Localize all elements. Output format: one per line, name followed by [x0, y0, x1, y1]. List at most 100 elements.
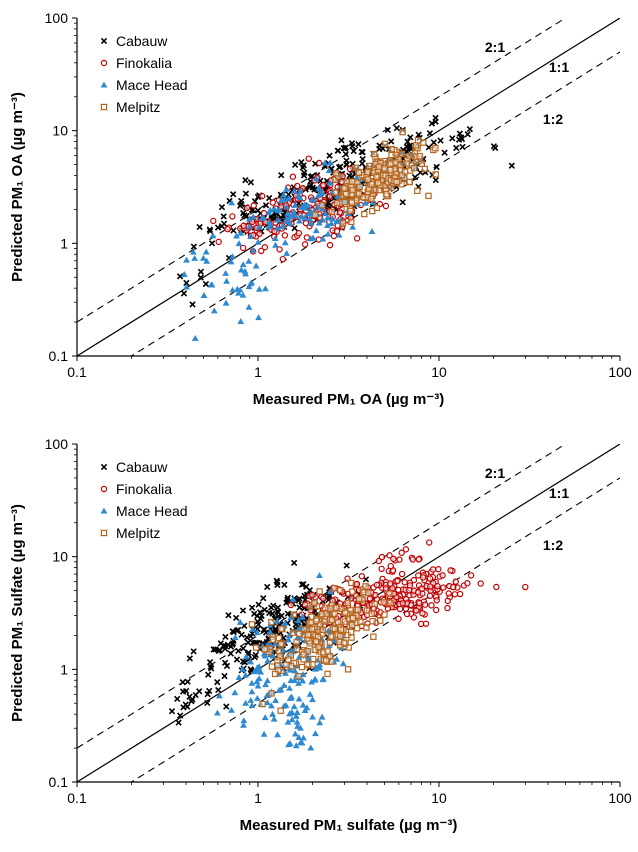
- data-point: [285, 194, 293, 201]
- data-point: [324, 670, 331, 678]
- data-point: [378, 553, 386, 561]
- data-point: [233, 285, 241, 292]
- data-point: [261, 244, 269, 251]
- data-point: [278, 172, 285, 179]
- data-point: [215, 686, 222, 694]
- data-point: [249, 213, 257, 220]
- data-point: [220, 642, 228, 650]
- data-point: [210, 217, 217, 225]
- data-point: [239, 665, 246, 672]
- data-point: [324, 648, 331, 655]
- data-point: [331, 625, 338, 633]
- data-point: [403, 160, 410, 167]
- data-point: [326, 639, 334, 647]
- data-point: [250, 202, 257, 209]
- data-point: [295, 673, 302, 680]
- data-point: [247, 633, 254, 640]
- data-point: [339, 660, 347, 667]
- data-point: [273, 577, 280, 584]
- data-point: [177, 712, 184, 719]
- data-point: [183, 283, 190, 290]
- data-point: [247, 179, 255, 186]
- data-point: [269, 710, 276, 717]
- data-point: [319, 216, 327, 223]
- data-point: [270, 715, 278, 722]
- data-point: [309, 713, 316, 720]
- data-point: [269, 610, 276, 617]
- data-point: [381, 165, 388, 172]
- data-point: [248, 604, 256, 611]
- reference-line-2-1: [77, 18, 567, 323]
- legend-label: Cabauw: [116, 459, 168, 475]
- data-point: [227, 258, 235, 265]
- data-point: [186, 693, 193, 700]
- data-point: [248, 679, 256, 686]
- data-point: [295, 617, 302, 624]
- data-point: [364, 168, 371, 176]
- data-point: [355, 141, 362, 148]
- data-point: [307, 219, 315, 226]
- data-point: [353, 625, 361, 632]
- data-point: [373, 204, 381, 212]
- data-point: [290, 559, 298, 567]
- data-point: [342, 609, 349, 616]
- data-point: [229, 286, 236, 293]
- data-point: [307, 181, 315, 189]
- data-point: [295, 734, 303, 740]
- data-point: [239, 244, 247, 252]
- data-point: [240, 222, 247, 229]
- data-point: [284, 718, 292, 725]
- data-point: [269, 636, 277, 643]
- data-point: [218, 203, 226, 211]
- data-point: [261, 606, 268, 613]
- data-point: [254, 625, 261, 633]
- data-point: [344, 599, 352, 606]
- data-point: [387, 166, 394, 174]
- data-point: [508, 162, 515, 169]
- data-point: [312, 175, 320, 182]
- data-point: [207, 227, 214, 235]
- data-point: [452, 578, 459, 585]
- data-point: [233, 232, 240, 239]
- data-point: [262, 285, 269, 292]
- data-point: [210, 307, 218, 314]
- data-point: [313, 617, 320, 624]
- data-point: [358, 573, 366, 580]
- data-point: [301, 625, 308, 633]
- data-point: [464, 580, 471, 587]
- data-point: [327, 605, 334, 612]
- data-point: [243, 204, 251, 212]
- data-point: [301, 601, 309, 608]
- data-point: [293, 718, 301, 725]
- data-point: [253, 678, 261, 685]
- data-point: [361, 199, 369, 206]
- data-point: [522, 583, 529, 591]
- data-point: [289, 595, 297, 602]
- data-points: [168, 539, 529, 751]
- data-point: [238, 631, 245, 638]
- x-tick-label: 0.1: [67, 790, 87, 806]
- data-point: [319, 675, 327, 682]
- data-point: [293, 645, 300, 653]
- data-point: [388, 145, 395, 153]
- data-point: [231, 689, 239, 696]
- data-point: [269, 652, 277, 659]
- data-point: [456, 590, 464, 598]
- data-point: [247, 696, 255, 703]
- data-point: [246, 223, 254, 230]
- data-point: [258, 192, 266, 200]
- data-point: [261, 714, 269, 721]
- data-point: [421, 165, 429, 173]
- data-point: [284, 217, 291, 224]
- data-point: [274, 604, 282, 611]
- reference-label-1-1: 1:1: [549, 485, 569, 501]
- data-point: [334, 147, 342, 154]
- data-point: [235, 289, 242, 296]
- reference-line-1-2: [130, 51, 620, 356]
- data-point: [401, 168, 409, 175]
- data-point: [301, 201, 308, 208]
- data-point: [298, 663, 306, 671]
- data-point: [373, 173, 380, 181]
- data-point: [444, 604, 451, 612]
- data-point: [335, 164, 343, 171]
